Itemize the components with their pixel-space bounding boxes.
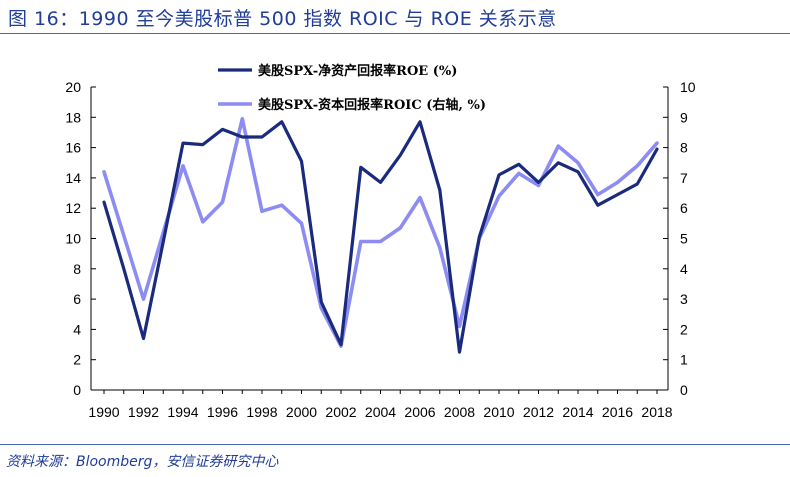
x-tick-label: 1994 xyxy=(167,404,198,420)
x-tick-label: 2018 xyxy=(641,404,672,420)
y-right-tick-label: 4 xyxy=(680,261,688,277)
y-left-tick-label: 2 xyxy=(73,352,81,368)
legend-item-roic: 美股SPX-资本回报率ROIC (右轴, %) xyxy=(218,97,486,113)
y-left-tick-label: 10 xyxy=(65,231,81,247)
x-tick-label: 2002 xyxy=(325,404,356,420)
y-left-tick-label: 12 xyxy=(65,200,81,216)
x-tick-label: 2014 xyxy=(562,404,593,420)
y-left-tick-label: 8 xyxy=(73,261,81,277)
y-right-tick-label: 6 xyxy=(680,200,688,216)
y-right-tick-label: 5 xyxy=(680,231,688,247)
legend-label: 美股SPX-资本回报率ROIC (右轴, %) xyxy=(258,97,486,113)
y-right-tick-label: 3 xyxy=(680,291,688,307)
y-right-tick-label: 7 xyxy=(680,170,688,186)
chart-legend: 美股SPX-净资产回报率ROE (%) 美股SPX-资本回报率ROIC (右轴, … xyxy=(218,63,486,113)
y-left-tick-label: 6 xyxy=(73,291,81,307)
x-tick-label: 2004 xyxy=(365,404,396,420)
x-tick-label: 2016 xyxy=(602,404,633,420)
y-right-tick-label: 10 xyxy=(680,79,696,95)
x-tick-label: 1996 xyxy=(207,404,238,420)
y-left-tick-label: 14 xyxy=(65,170,81,186)
chart-series xyxy=(102,117,659,354)
y-left-tick-label: 16 xyxy=(65,140,81,156)
x-tick-label: 2006 xyxy=(404,404,435,420)
roic-series-line xyxy=(102,117,659,348)
x-tick-label: 2012 xyxy=(523,404,554,420)
source-note: 资料来源：Bloomberg，安信证券研究中心 xyxy=(6,454,279,470)
y-right-tick-label: 2 xyxy=(680,321,688,337)
y-right-tick-label: 8 xyxy=(680,140,688,156)
x-tick-label: 1990 xyxy=(88,404,119,420)
x-tick-label: 1992 xyxy=(128,404,159,420)
y-right-tick-label: 0 xyxy=(680,382,688,398)
y-left-tick-label: 18 xyxy=(65,109,81,125)
y-right-tick-label: 9 xyxy=(680,109,688,125)
legend-label: 美股SPX-净资产回报率ROE (%) xyxy=(258,63,457,79)
y-left-tick-label: 20 xyxy=(65,79,81,95)
title-divider xyxy=(0,33,790,34)
y-left-tick-label: 4 xyxy=(73,321,81,337)
y-left-tick-label: 0 xyxy=(73,382,81,398)
source-divider xyxy=(0,444,790,445)
roe-series-line xyxy=(102,120,659,354)
x-tick-label: 2008 xyxy=(444,404,475,420)
x-tick-label: 2000 xyxy=(286,404,317,420)
x-tick-label: 2010 xyxy=(483,404,514,420)
legend-item-roe: 美股SPX-净资产回报率ROE (%) xyxy=(218,63,457,79)
figure-title: 图 16：1990 至今美股标普 500 指数 ROIC 与 ROE 关系示意 xyxy=(8,8,557,30)
y-right-tick-label: 1 xyxy=(680,352,688,368)
x-tick-label: 1998 xyxy=(246,404,277,420)
